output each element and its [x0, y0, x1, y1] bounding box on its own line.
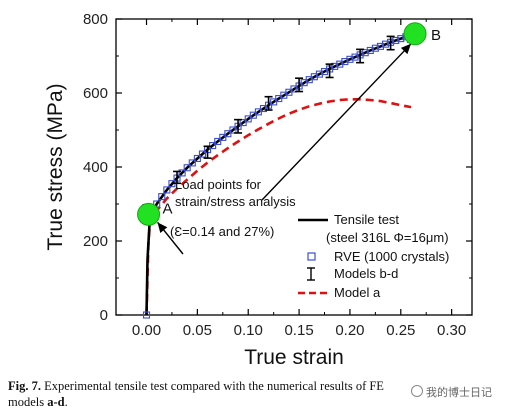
y-tick-label: 200: [83, 233, 108, 250]
rve-point: [188, 159, 196, 167]
figure-caption: Fig. 7. Experimental tensile test compar…: [8, 378, 513, 410]
watermark: 我的博士日记: [408, 384, 495, 400]
legend-marker-rve: [307, 252, 316, 261]
rve-point: [361, 49, 369, 57]
legend-label-rve: RVE (1000 crystals): [334, 249, 449, 264]
errorbar-point: [173, 170, 182, 185]
load-point-a-label: A: [163, 200, 173, 217]
legend-marker-errorbar: [307, 267, 315, 281]
errorbar-point: [264, 95, 273, 111]
y-tick-label: 800: [83, 11, 108, 28]
rve-point: [224, 130, 232, 138]
x-tick-label: 0.20: [335, 322, 364, 339]
legend-label-models-b-d: Models b-d: [334, 266, 398, 281]
arrow-to-a-head: [157, 222, 168, 233]
rve-point: [346, 55, 354, 63]
rve-point: [198, 150, 207, 158]
caption-models-label: a-d: [47, 395, 65, 409]
rve-point: [371, 44, 379, 52]
rve-point: [214, 137, 222, 146]
legend-label-tensile: Tensile test: [334, 212, 399, 227]
errorbar-point: [325, 63, 334, 79]
x-tick-label: 0.30: [437, 322, 466, 339]
watermark-text: 我的博士日记: [426, 386, 492, 399]
errorbar-point: [295, 77, 304, 93]
rve-point: [178, 169, 186, 177]
rve-point: [366, 46, 374, 55]
rve-point: [158, 193, 166, 201]
caption-text-3: .: [64, 395, 68, 409]
rve-point: [397, 35, 405, 43]
rve-point: [392, 36, 400, 45]
y-tick-label: 400: [83, 159, 108, 176]
errorbar-point: [234, 118, 243, 134]
rve-point: [229, 126, 237, 134]
annotation-epsilon: (Ɛ=0.14 and 27%): [170, 224, 274, 239]
caption-text-2: models: [8, 395, 48, 409]
rve-point: [239, 119, 247, 127]
load-point-highlights: AB: [137, 22, 441, 226]
errorbar-point: [203, 145, 212, 159]
rve-point: [376, 42, 385, 50]
rve-point: [351, 53, 359, 61]
rve-point: [341, 57, 349, 66]
arrow-to-b-head: [400, 43, 411, 55]
x-tick-label: 0.00: [132, 322, 161, 339]
rve-point: [183, 164, 191, 172]
annotation-load-points-line2: strain/stress analysis: [175, 194, 296, 209]
x-tick-label: 0.15: [284, 322, 313, 339]
y-tick-label: 600: [83, 85, 108, 102]
chart: 0.00 0.05 0.10 0.15 0.20 0.25 0.30 0 200 400 600 8…: [44, 11, 473, 369]
caption-fig-label: Fig. 7.: [8, 379, 41, 393]
rve-point: [193, 154, 201, 163]
x-tick-label: 0.25: [386, 322, 415, 339]
rve-point: [381, 40, 390, 48]
y-axis-title: True stress (MPa): [44, 83, 67, 250]
load-point-a-marker: [137, 202, 161, 226]
x-tick-label: 0.05: [183, 322, 212, 339]
errorbar-point: [386, 35, 395, 51]
rve-point: [331, 62, 339, 70]
x-tick-labels: 0.00 0.05 0.10 0.15 0.20 0.25 0.30: [132, 322, 466, 339]
errorbar-point: [356, 48, 365, 64]
annotation-arrows: [157, 43, 412, 255]
arrow-to-b-shaft: [261, 43, 412, 201]
rve-point: [219, 133, 227, 141]
rve-point: [244, 115, 252, 123]
x-axis-title: True strain: [244, 346, 344, 369]
load-point-b-marker: [403, 22, 427, 46]
y-tick-label: 0: [100, 307, 108, 324]
series-line-model-a: [145, 98, 412, 316]
legend-label-model-a: Model a: [334, 285, 381, 300]
axis-ticks: [116, 18, 472, 316]
rve-point: [142, 311, 151, 319]
wechat-icon: [411, 385, 423, 397]
legend-sublabel-tensile: (steel 316L Φ=16μm): [326, 230, 449, 245]
annotation-load-points-line1: Load points for: [175, 177, 262, 192]
rve-point: [163, 186, 171, 194]
load-point-b-label: B: [431, 27, 441, 44]
legend: Tensile test (steel 316L Φ=16μm) RVE (10…: [298, 212, 449, 300]
y-tick-labels: 0 200 400 600 800: [83, 11, 108, 324]
x-tick-label: 0.10: [234, 322, 263, 339]
caption-text-1: Experimental tensile test compared with …: [40, 379, 384, 393]
